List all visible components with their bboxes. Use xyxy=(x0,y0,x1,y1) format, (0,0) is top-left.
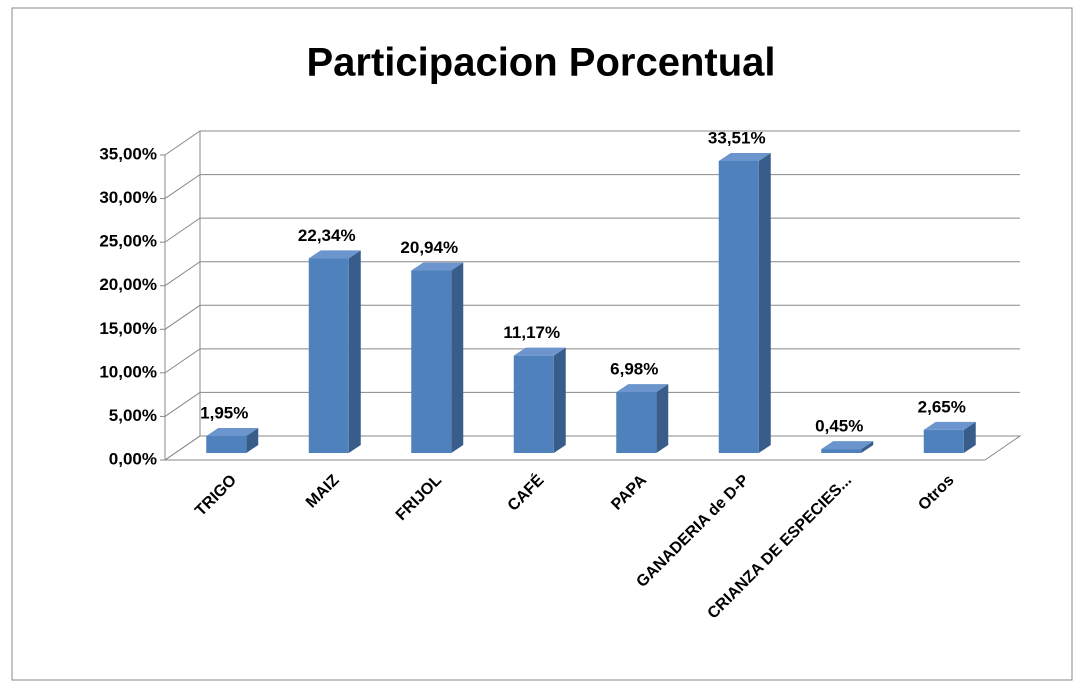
bar xyxy=(616,392,657,453)
bar xyxy=(821,449,862,453)
grid-line xyxy=(164,130,1020,156)
bar-side xyxy=(758,152,771,453)
value-label: 20,94% xyxy=(400,238,458,257)
bar-top xyxy=(616,384,669,393)
value-label: 0,45% xyxy=(815,417,863,436)
value-label: 22,34% xyxy=(298,226,356,245)
y-tick-label: 15,00% xyxy=(99,319,157,338)
bar-top xyxy=(718,152,771,161)
value-label: 33,51% xyxy=(708,128,766,147)
y-tick-label: 10,00% xyxy=(99,362,157,381)
y-tick-label: 25,00% xyxy=(99,232,157,251)
y-tick-label: 20,00% xyxy=(99,275,157,294)
value-label: 2,65% xyxy=(918,397,966,416)
bar-top xyxy=(513,347,566,356)
value-label: 6,98% xyxy=(610,360,658,379)
y-tick-label: 30,00% xyxy=(99,188,157,207)
bar-side xyxy=(963,421,976,453)
value-label: 1,95% xyxy=(200,403,248,422)
value-label: 11,17% xyxy=(503,323,560,342)
bar-top xyxy=(821,441,874,450)
bar xyxy=(513,355,554,453)
bar-side xyxy=(553,347,566,453)
y-tick-label: 35,00% xyxy=(99,144,157,163)
bar xyxy=(411,270,452,453)
y-tick-label: 0,00% xyxy=(109,449,157,468)
bar xyxy=(308,258,349,453)
bar-side xyxy=(861,441,874,453)
bar-top xyxy=(308,250,361,259)
y-tick-label: 5,00% xyxy=(109,406,157,425)
bar-side xyxy=(246,428,259,453)
chart-frame xyxy=(11,7,1073,681)
bar-side xyxy=(348,250,361,453)
bar xyxy=(923,429,964,453)
bar xyxy=(206,436,247,453)
chart-title: Participacion Porcentual xyxy=(306,41,775,85)
bar-side xyxy=(451,262,464,453)
bar-top xyxy=(923,421,976,430)
bar-top xyxy=(206,428,259,437)
bar xyxy=(718,160,759,453)
bar-side xyxy=(656,384,669,453)
bar-top xyxy=(411,262,464,271)
